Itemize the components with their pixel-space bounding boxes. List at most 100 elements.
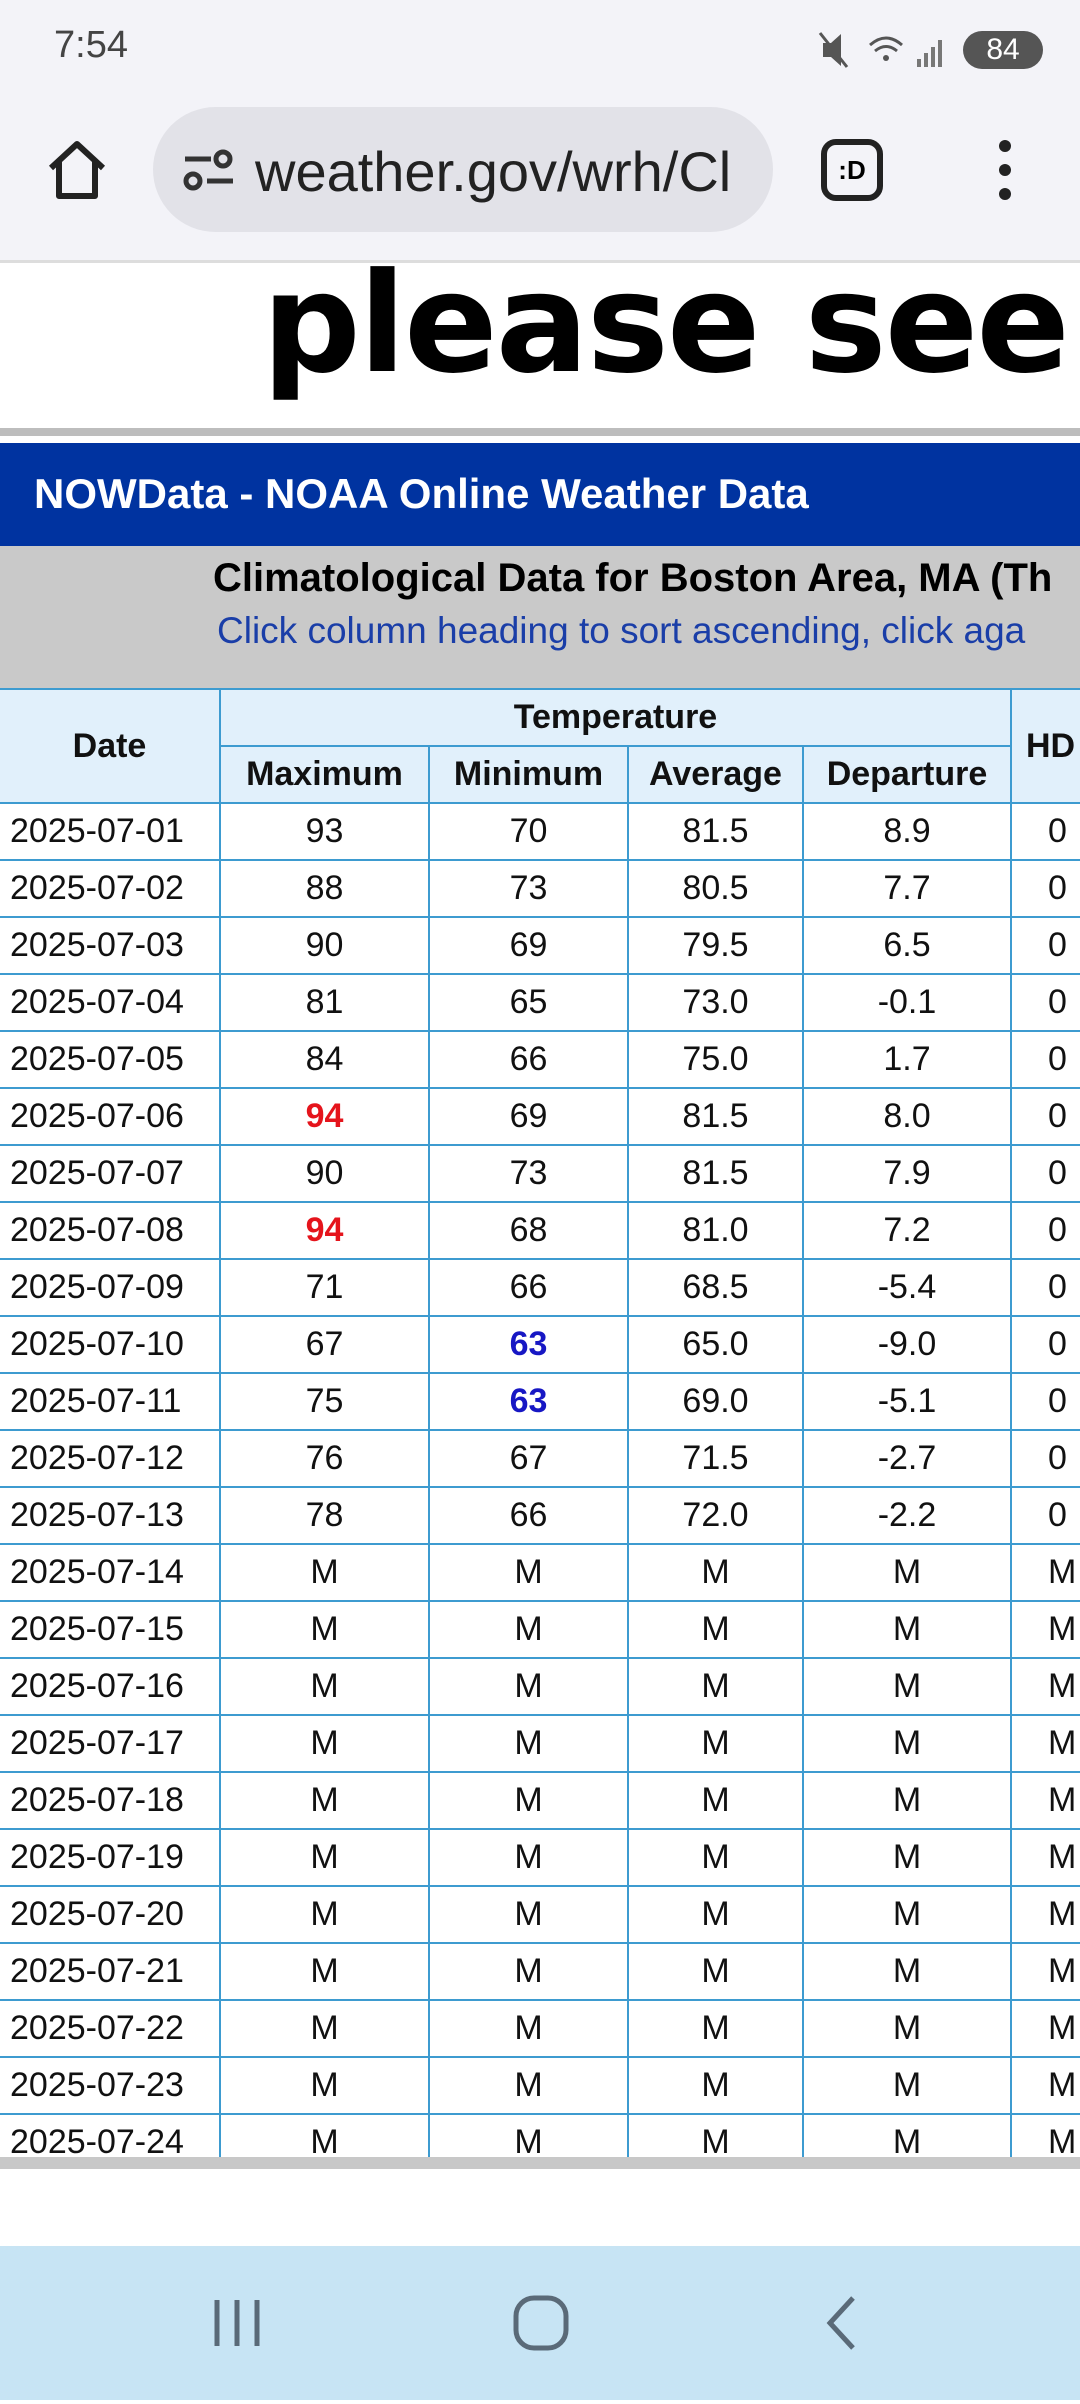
value-cell: 0 [1010, 1429, 1080, 1488]
value-cell: M [627, 1885, 804, 1944]
data-row: 2025-07-21 M M M M M [0, 1942, 1080, 2001]
value-cell: 7.9 [802, 1144, 1012, 1203]
column-header[interactable]: Maximum [219, 745, 430, 804]
value-cell: 75.0 [627, 1030, 804, 1089]
value-cell: 0 [1010, 1486, 1080, 1545]
data-row: 2025-07-15 M M M M M [0, 1600, 1080, 1659]
data-row: 2025-07-06 94 69 81.5 8.0 0 [0, 1087, 1080, 1146]
value-cell: 88 [219, 859, 430, 918]
data-row: 2025-07-11 75 63 69.0 -5.1 0 [0, 1372, 1080, 1431]
value-cell: M [219, 1942, 430, 2001]
table-container: Date Temperature HD Maximum Minimum Average De… [0, 688, 1080, 2157]
browser-toolbar: weather.gov/wrh/Cl :D [0, 100, 1080, 263]
value-cell: M [802, 1600, 1012, 1659]
svg-text::D: :D [838, 155, 865, 185]
column-header[interactable]: HD [1010, 688, 1080, 804]
back-button[interactable] [826, 2296, 855, 2350]
value-cell: M [627, 2113, 804, 2157]
value-cell: 81 [219, 973, 430, 1032]
data-row: 2025-07-01 93 70 81.5 8.9 0 [0, 802, 1080, 861]
date-cell: 2025-07-19 [0, 1828, 221, 1887]
data-heading: Climatological Data for Boston Area, MA … [0, 546, 1080, 688]
date-cell: 2025-07-06 [0, 1087, 221, 1146]
value-cell: M [219, 1999, 430, 2058]
value-cell: M [428, 1657, 629, 1716]
home-button[interactable] [45, 138, 109, 202]
value-cell: 0 [1010, 973, 1080, 1032]
value-cell: M [1010, 1942, 1080, 2001]
data-row: 2025-07-23 M M M M M [0, 2056, 1080, 2115]
value-cell: M [802, 2113, 1012, 2157]
date-cell: 2025-07-01 [0, 802, 221, 861]
value-cell: M [428, 2056, 629, 2115]
column-header[interactable]: Departure [802, 745, 1012, 804]
value-cell: M [802, 1999, 1012, 2058]
value-cell: M [1010, 1600, 1080, 1659]
menu-button[interactable] [985, 138, 1025, 202]
data-row: 2025-07-14 M M M M M [0, 1543, 1080, 1602]
value-cell: M [428, 1885, 629, 1944]
value-cell: M [627, 1999, 804, 2058]
site-info-icon[interactable] [181, 147, 237, 195]
data-row: 2025-07-16 M M M M M [0, 1657, 1080, 1716]
value-cell: 67 [219, 1315, 430, 1374]
column-header[interactable]: Average [627, 745, 804, 804]
value-cell: 90 [219, 1144, 430, 1203]
address-bar[interactable]: weather.gov/wrh/Cl [153, 107, 773, 232]
value-cell: 71.5 [627, 1429, 804, 1488]
value-cell: M [627, 1600, 804, 1659]
value-cell: M [802, 2056, 1012, 2115]
value-cell: 69.0 [627, 1372, 804, 1431]
status-icons: 84 [818, 31, 1043, 69]
value-cell: 65.0 [627, 1315, 804, 1374]
status-bar: 7:54 84 [0, 0, 1080, 100]
value-cell: M [1010, 1714, 1080, 1773]
value-cell: M [627, 1714, 804, 1773]
value-cell: M [428, 1600, 629, 1659]
data-row: 2025-07-10 67 63 65.0 -9.0 0 [0, 1315, 1080, 1374]
value-cell: M [1010, 1999, 1080, 2058]
date-cell: 2025-07-15 [0, 1600, 221, 1659]
column-header[interactable]: Date [0, 688, 221, 804]
climate-table: Date Temperature HD Maximum Minimum Average De… [0, 688, 1080, 2157]
date-cell: 2025-07-04 [0, 973, 221, 1032]
home-nav-button[interactable] [513, 2295, 569, 2351]
clock: 7:54 [54, 24, 128, 66]
date-cell: 2025-07-18 [0, 1771, 221, 1830]
value-cell: M [428, 2113, 629, 2157]
value-cell: 65 [428, 973, 629, 1032]
value-cell: M [802, 1714, 1012, 1773]
scroll-edge [0, 2157, 1080, 2169]
value-cell: M [428, 1714, 629, 1773]
tab-switcher[interactable]: :D [820, 138, 884, 202]
date-cell: 2025-07-09 [0, 1258, 221, 1317]
data-row: 2025-07-17 M M M M M [0, 1714, 1080, 1773]
value-cell: M [627, 1771, 804, 1830]
value-cell: M [802, 1942, 1012, 2001]
value-cell: 1.7 [802, 1030, 1012, 1089]
date-cell: 2025-07-08 [0, 1201, 221, 1260]
value-cell: 93 [219, 802, 430, 861]
data-row: 2025-07-07 90 73 81.5 7.9 0 [0, 1144, 1080, 1203]
value-cell: 90 [219, 916, 430, 975]
value-cell: 0 [1010, 1030, 1080, 1089]
column-header[interactable]: Minimum [428, 745, 629, 804]
data-row: 2025-07-02 88 73 80.5 7.7 0 [0, 859, 1080, 918]
value-cell: 71 [219, 1258, 430, 1317]
value-cell: M [627, 1828, 804, 1887]
value-cell: M [219, 1828, 430, 1887]
date-cell: 2025-07-16 [0, 1657, 221, 1716]
value-cell: M [1010, 1657, 1080, 1716]
value-cell: 70 [428, 802, 629, 861]
value-cell: 67 [428, 1429, 629, 1488]
data-row: 2025-07-18 M M M M M [0, 1771, 1080, 1830]
value-cell: M [627, 1657, 804, 1716]
value-cell: 81.5 [627, 1144, 804, 1203]
recents-button[interactable] [214, 2300, 260, 2346]
table-head: Date Temperature HD Maximum Minimum Average De… [0, 688, 1080, 804]
heading: Climatological Data for Boston Area, MA … [213, 556, 1053, 600]
value-cell: M [428, 1543, 629, 1602]
value-cell: 68 [428, 1201, 629, 1260]
value-cell: -0.1 [802, 973, 1012, 1032]
data-row: 2025-07-12 76 67 71.5 -2.7 0 [0, 1429, 1080, 1488]
